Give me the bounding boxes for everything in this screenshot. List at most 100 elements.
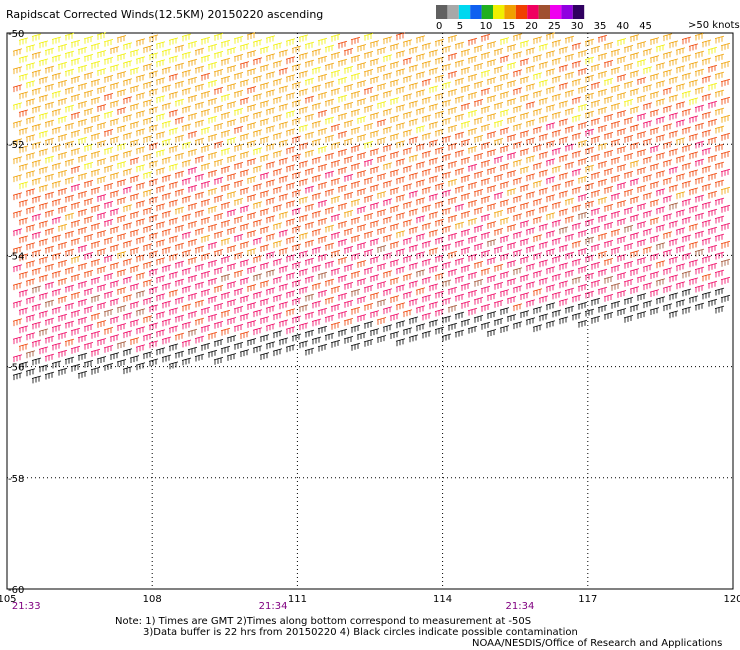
wind-barb [285,218,296,227]
wind-barb [200,216,211,225]
wind-barb [512,69,523,78]
wind-barb [51,324,62,333]
wind-barb [577,229,588,238]
wind-barb [38,274,49,283]
wind-barb [64,320,75,329]
wind-barb [285,164,296,173]
wind-barb [525,209,536,218]
wind-barb [519,238,530,246]
wind-barb [480,231,491,240]
wind-barb [525,317,536,326]
wind-barb [226,353,237,361]
wind-barb [532,126,543,135]
wind-barb [226,191,237,199]
wind-barb [662,159,673,168]
wind-barb [161,210,172,219]
wind-barb [57,169,68,178]
wind-barb [701,93,712,102]
wind-barb [681,252,692,261]
wind-barb [402,75,413,84]
wind-barb [187,238,198,247]
wind-barb [363,123,374,131]
wind-barb [272,204,283,213]
wind-barb [57,97,68,106]
wind-barb [278,157,289,166]
wind-barb [57,259,68,268]
wind-barb [629,88,640,96]
wind-barb [155,149,166,158]
wind-barb [304,131,315,140]
wind-barb [233,108,244,116]
wind-barb [415,35,426,44]
wind-barb [681,270,692,279]
wind-barb [376,173,387,181]
wind-barb [116,251,127,259]
wind-barb [142,153,153,162]
time-label: 21:33 [12,601,41,612]
wind-barb [701,255,712,264]
wind-barb [194,65,205,74]
wind-barb [506,224,517,232]
wind-barb [31,141,42,150]
wind-barb [103,309,114,317]
wind-barb [239,169,250,177]
wind-barb [675,263,686,272]
wind-barb [636,221,647,229]
wind-barb [434,38,445,47]
wind-barb [259,280,270,288]
wind-barb [454,311,465,320]
wind-barb [304,293,315,302]
legend-swatch [470,5,482,19]
wind-barb [408,64,419,73]
wind-barb [343,246,354,254]
wind-barb [467,37,478,46]
wind-barb [473,45,484,53]
wind-barb [122,240,133,249]
wind-barb [278,103,289,112]
wind-barb [701,147,712,156]
wind-barb [668,256,679,265]
wind-barb [311,192,322,201]
wind-barb [701,183,712,192]
wind-barb [38,94,49,103]
wind-barb [44,317,55,326]
wind-barb [207,313,218,322]
wind-barb [25,116,36,125]
wind-barb [155,113,166,122]
wind-barb [239,259,250,267]
legend-swatch [504,5,516,19]
wind-barb [233,72,244,80]
wind-barb [519,40,530,48]
wind-barb [545,248,556,257]
wind-barb [376,137,387,145]
wind-barb [532,324,543,333]
wind-barb [428,193,439,202]
wind-barb [226,155,237,163]
wind-barb [194,83,205,92]
wind-barb [311,246,322,255]
wind-barb [330,141,341,150]
wind-barb [584,128,595,137]
wind-barb [291,117,302,126]
wind-barb [434,200,445,209]
wind-barb [356,80,367,88]
wind-barb [506,188,517,196]
wind-barb [389,97,400,105]
wind-barb [376,83,387,91]
wind-barb [571,222,582,231]
wind-barb [83,126,94,134]
wind-barb [493,138,504,146]
wind-barb [116,125,127,133]
wind-barb [12,48,23,57]
wind-barb [616,128,627,136]
wind-barb [51,108,62,117]
wind-barb [330,87,341,96]
wind-barb [720,258,731,267]
wind-barb [122,366,133,375]
wind-barb [564,305,575,314]
wind-barb [701,165,712,174]
wind-barb [304,167,315,176]
legend-tick-label: 10 [480,21,493,32]
wind-barb [285,254,296,263]
wind-barb [512,141,523,150]
